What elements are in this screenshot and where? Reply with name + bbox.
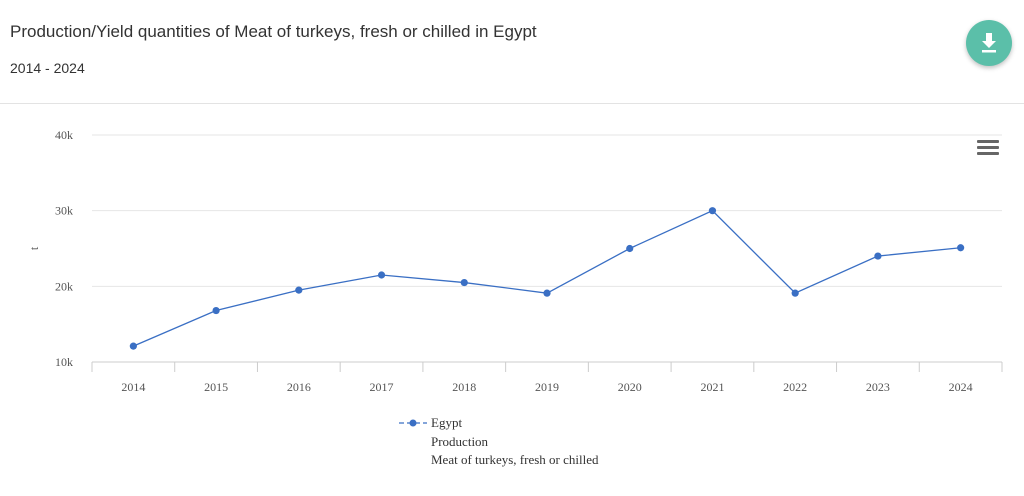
chart-subtitle: 2014 - 2024 — [10, 60, 85, 76]
x-tick-label: 2014 — [121, 380, 145, 394]
series-line — [133, 209, 961, 347]
x-tick-label: 2015 — [204, 380, 228, 394]
data-point[interactable] — [957, 244, 965, 252]
y-axis: 10k 20k 30k 40k — [55, 128, 73, 369]
x-tick-label: 2023 — [866, 380, 890, 394]
data-point[interactable] — [708, 207, 717, 215]
y-tick-label: 40k — [55, 128, 73, 142]
download-icon — [982, 33, 996, 53]
chart-legend[interactable]: Egypt Production Meat of turkeys, fresh … — [398, 414, 698, 474]
chart-title: Production/Yield quantities of Meat of t… — [10, 22, 537, 41]
download-button[interactable] — [966, 20, 1012, 66]
data-point[interactable] — [543, 289, 551, 297]
hamburger-menu-icon[interactable] — [977, 140, 999, 158]
y-tick-label: 30k — [55, 204, 73, 218]
data-point[interactable] — [377, 271, 386, 279]
x-tick-label: 2024 — [949, 380, 973, 394]
y-tick-label: 10k — [55, 355, 73, 369]
x-tick-label: 2021 — [700, 380, 724, 394]
series-egypt — [129, 207, 965, 350]
x-tick-label: 2017 — [370, 380, 394, 394]
x-tick-label: 2018 — [452, 380, 476, 394]
legend-item: Meat of turkeys, fresh or chilled — [431, 452, 599, 467]
chart-header: Production/Yield quantities of Meat of t… — [0, 0, 1024, 104]
data-point[interactable] — [212, 306, 220, 315]
legend-series-name: Egypt — [431, 415, 463, 430]
x-tick-label: 2016 — [287, 380, 311, 394]
x-axis: 2014 2015 2016 2017 2018 2019 2020 2021 2022 2023… — [91, 361, 1003, 394]
x-tick-label: 2022 — [783, 380, 807, 394]
legend-element: Production — [431, 433, 489, 449]
x-tick-label: 2020 — [618, 380, 642, 394]
data-point[interactable] — [874, 252, 882, 260]
y-axis-label: t — [27, 246, 41, 250]
data-point[interactable] — [460, 278, 468, 287]
line-chart: 10k 20k 30k 40k 2014 2015 2016 2017 2018 2019 202… — [27, 128, 1003, 394]
legend-marker-icon — [399, 419, 427, 427]
data-point[interactable] — [626, 244, 634, 253]
data-point[interactable] — [129, 342, 137, 350]
grid-lines — [92, 134, 1002, 363]
data-point[interactable] — [295, 286, 303, 294]
y-tick-label: 20k — [55, 279, 73, 293]
x-tick-label: 2019 — [535, 380, 559, 394]
data-point[interactable] — [791, 289, 799, 297]
